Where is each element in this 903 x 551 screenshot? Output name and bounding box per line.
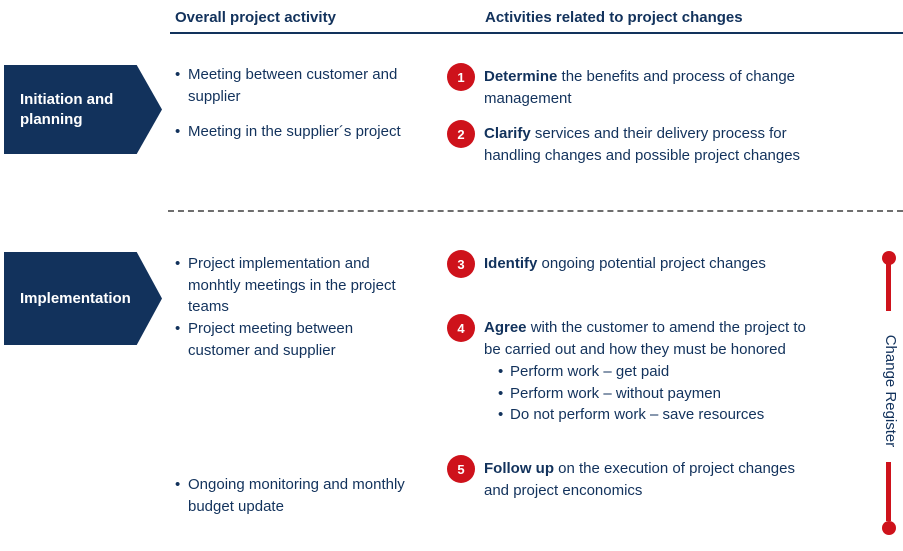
activity-description: services and their delivery process for … [484,125,801,164]
change-activities-header: Activities related to project changes [485,9,743,26]
change-activity-1: 1 Determine the benefits and process of … [447,63,866,109]
sub-bullet: Perform work – without paymen [498,383,866,405]
change-register-bottom-dot [882,521,896,535]
step-number-badge: 3 [447,250,475,278]
activity-text: Identify ongoing potential project chang… [484,253,866,275]
change-activity-4: 4 Agree with the customer to amend the p… [447,314,866,426]
step-number-badge: 5 [447,455,475,483]
phase-label: Implementation [20,289,131,307]
overall-bullet: Project implementation and monhtly meeti… [175,253,446,318]
activity-description: with the customer to amend the project t… [484,319,806,358]
sub-bullet: Do not perform work – save resources [498,404,866,426]
overall-activity-header: Overall project activity [175,9,336,26]
step-number-badge: 1 [447,63,475,91]
phase-label: Initiation and planning [20,90,114,128]
activity-description: on the execution of project changes and … [484,460,795,499]
change-activity-5: 5 Follow up on the execution of project … [447,455,866,501]
overall-bullet: Meeting between customer and supplier [175,64,446,107]
change-register-top-line [886,263,891,311]
change-register-label: Change Register [882,334,899,448]
overall-bullet: Meeting in the supplier´s project [175,121,446,143]
step-number-badge: 4 [447,314,475,342]
activity-description: ongoing potential project changes [537,255,766,272]
header-underline [170,32,903,34]
activity-text: Clarify services and their delivery proc… [484,123,866,166]
activity-keyword: Determine [484,68,558,85]
activity-text: Agree with the customer to amend the pro… [484,317,866,426]
section-divider-dashed-line [168,210,903,212]
activity-description: the benefits and process of change manag… [484,68,796,107]
activity-keyword: Follow up [484,460,554,477]
change-register-top-dot [882,251,896,265]
overall-bullet: Ongoing monitoring and monthly budget up… [175,474,446,517]
overall-bullet: Project meeting between customer and sup… [175,318,446,361]
phase-arrow-initiation: Initiation and planning [4,65,162,154]
phase-arrow-implementation: Implementation [4,252,162,345]
activity-keyword: Agree [484,319,527,336]
change-activity-2: 2 Clarify services and their delivery pr… [447,120,866,166]
activity-text: Follow up on the execution of project ch… [484,458,866,501]
sub-bullet: Perform work – get paid [498,361,866,383]
activity-keyword: Identify [484,255,538,272]
activity-sub-bullets: Perform work – get paidPerform work – wi… [498,361,866,426]
change-register-bottom-line [886,462,891,521]
activity-text: Determine the benefits and process of ch… [484,66,866,109]
step-number-badge: 2 [447,120,475,148]
change-activity-3: 3 Identify ongoing potential project cha… [447,250,866,278]
activity-keyword: Clarify [484,125,531,142]
